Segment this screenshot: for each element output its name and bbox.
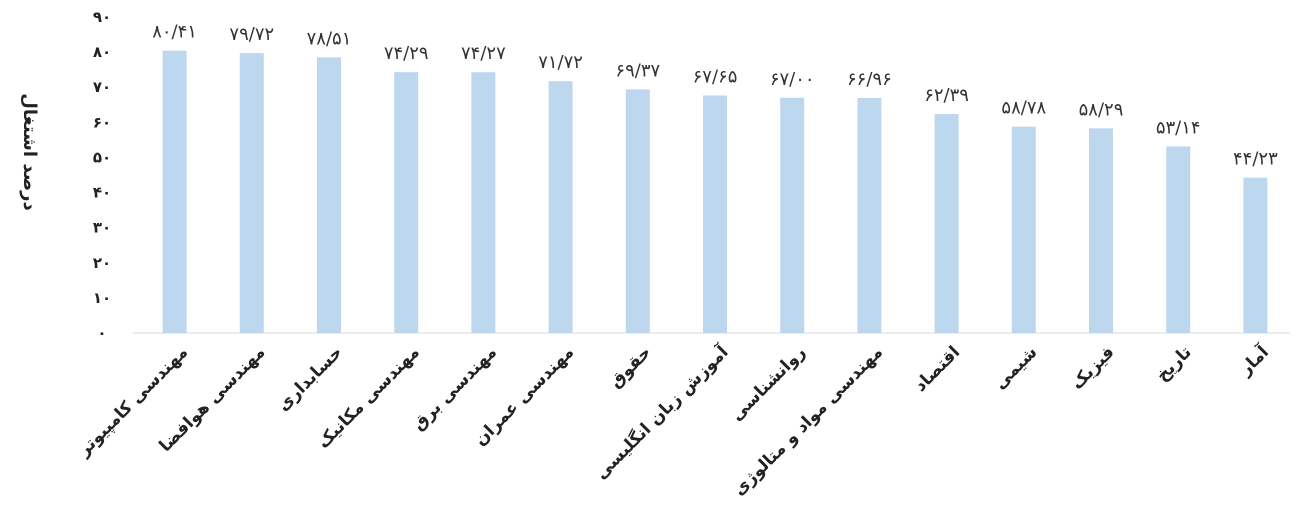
y-tick-label: ۹۰ <box>93 8 111 26</box>
bar <box>317 57 341 334</box>
category-label: روانشناسی <box>727 342 810 425</box>
y-tick-label: ۷۰ <box>93 78 111 96</box>
category-label: شیمی <box>990 342 1041 393</box>
data-label: ۷۸/۵۱ <box>307 28 352 49</box>
data-label: ۸۰/۴۱ <box>152 22 197 43</box>
bar <box>625 89 650 333</box>
y-tick-label: ۰ <box>97 324 106 342</box>
category-label: حقوق <box>606 342 656 392</box>
bar <box>471 72 496 334</box>
category-label: تاریخ <box>1152 342 1195 385</box>
y-tick-label: ۳۰ <box>93 219 111 237</box>
category-label: حسابداری <box>273 342 346 415</box>
data-label: ۶۹/۳۷ <box>615 60 660 81</box>
category-label: مهندسی مواد و متالوژی <box>729 342 887 500</box>
bar <box>548 81 573 334</box>
y-tick-label: ۵۰ <box>93 148 111 166</box>
data-label: ۶۶/۹۶ <box>847 69 892 90</box>
data-label: ۵۸/۲۹ <box>1079 99 1124 120</box>
data-label: ۷۴/۲۷ <box>461 43 506 64</box>
data-label: ۶۷/۶۵ <box>693 66 738 87</box>
bar <box>162 50 187 333</box>
bar <box>239 53 264 333</box>
bar <box>934 113 959 334</box>
bar <box>857 97 882 334</box>
bar <box>1243 177 1268 333</box>
data-label: ۷۹/۷۲ <box>229 24 274 45</box>
y-tick-label: ۶۰ <box>93 113 111 131</box>
y-axis-ticks: ۰ ۱۰ ۲۰ ۳۰ ۴۰ ۵۰ ۶۰ ۷۰ ۸۰ ۹۰ <box>93 8 111 342</box>
bars <box>162 50 1268 334</box>
data-label: ۷۴/۲۹ <box>384 43 429 64</box>
bar <box>1011 126 1036 334</box>
category-label: فیزیک <box>1067 342 1118 393</box>
data-label: ۴۴/۲۳ <box>1233 149 1278 170</box>
bar <box>703 95 727 334</box>
category-label: آموزش زبان انگلیسی <box>590 340 733 483</box>
data-labels: ۸۰/۴۱ ۷۹/۷۲ ۷۸/۵۱ ۷۴/۲۹ ۷۴/۲۷ ۷۱/۷۲ ۶۹/۳۷ ۶۷/۶۵… <box>152 22 1278 170</box>
data-label: ۵۸/۷۸ <box>1001 98 1046 119</box>
data-label: ۷۱/۷۲ <box>538 52 583 73</box>
bar <box>1089 128 1113 333</box>
y-axis-label: درصد اشتغال <box>19 93 40 210</box>
bar <box>780 97 805 333</box>
bar <box>1166 146 1191 333</box>
category-label: اقتصاد <box>911 342 965 396</box>
bar <box>394 72 419 334</box>
y-tick-label: ۴۰ <box>93 184 111 202</box>
data-label: ۵۳/۱۴ <box>1156 117 1201 138</box>
y-tick-label: ۸۰ <box>93 43 111 61</box>
category-label: آمار <box>1234 340 1274 380</box>
y-tick-label: ۱۰ <box>93 289 111 307</box>
y-tick-label: ۲۰ <box>93 254 111 272</box>
data-label: ۶۷/۰۰ <box>770 69 815 90</box>
data-label: ۶۲/۳۹ <box>924 85 969 106</box>
